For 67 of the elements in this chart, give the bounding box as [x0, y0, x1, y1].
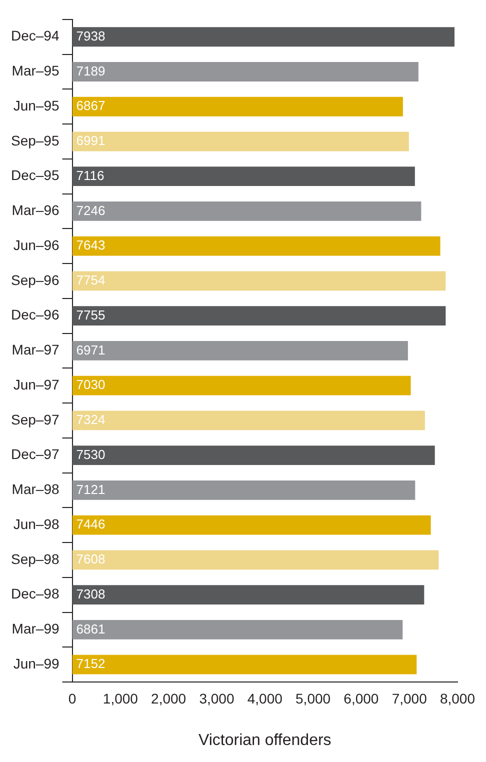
bar — [72, 376, 411, 396]
data-label: 6971 — [76, 342, 106, 358]
bar — [72, 27, 454, 47]
data-label: 7246 — [76, 202, 106, 218]
bar — [72, 480, 416, 500]
data-label: 7643 — [76, 238, 106, 253]
x-tick-label: 3,000 — [199, 690, 234, 706]
data-label: 7530 — [76, 446, 106, 462]
y-tick-label: Dec–98 — [11, 586, 60, 602]
y-tick-label: Jun–98 — [13, 516, 60, 532]
bar — [72, 340, 408, 360]
bar — [72, 201, 422, 221]
data-label: 6861 — [76, 621, 106, 636]
x-tick-label: 2,000 — [151, 690, 186, 706]
x-tick-label: 4,000 — [247, 690, 283, 706]
bar — [72, 515, 431, 535]
data-label: 7446 — [76, 516, 106, 532]
data-label: 7308 — [76, 586, 106, 602]
y-tick-label: Jun–95 — [13, 97, 60, 114]
data-label: 7189 — [76, 63, 106, 78]
y-tick-label: Sep–97 — [10, 411, 60, 428]
y-tick-label: Sep–96 — [10, 272, 60, 288]
y-tick-label: Dec–95 — [11, 167, 60, 184]
y-tick-label: Sep–95 — [10, 132, 60, 148]
data-label: 7938 — [76, 28, 106, 44]
data-label: 7116 — [76, 168, 104, 183]
y-tick-label: Mar–98 — [12, 481, 60, 498]
bar — [72, 96, 403, 116]
y-tick-label: Jun–96 — [13, 236, 60, 253]
x-tick-label: 5,000 — [296, 690, 331, 706]
bar — [72, 271, 446, 291]
bar — [72, 306, 446, 326]
bar — [72, 410, 425, 430]
x-tick-label: 6,000 — [344, 690, 379, 706]
x-axis-title: Victorian offenders — [198, 732, 332, 749]
x-tick-label: 1,000 — [102, 690, 138, 706]
bar — [72, 585, 424, 605]
y-tick-label: Jun–97 — [13, 376, 60, 392]
bar — [72, 236, 440, 256]
y-tick-label: Jun–99 — [13, 655, 60, 672]
data-label: 7608 — [76, 552, 106, 567]
y-tick-label: Sep–98 — [10, 550, 60, 567]
data-label: 7152 — [76, 656, 106, 672]
x-tick-label: 7,000 — [392, 690, 428, 706]
y-tick-label: Mar–96 — [12, 202, 60, 218]
data-label: 6991 — [76, 133, 106, 148]
data-label: 7754 — [76, 272, 106, 288]
data-label: 6867 — [76, 98, 106, 114]
x-tick-label: 0 — [68, 690, 76, 706]
bar — [72, 550, 439, 570]
data-label: 7324 — [76, 412, 106, 428]
bar — [72, 132, 409, 152]
data-label: 7030 — [76, 377, 106, 392]
y-tick-label: Mar–95 — [12, 62, 60, 79]
bar — [72, 620, 403, 640]
x-tick-label: 8,000 — [440, 690, 476, 706]
y-tick-label: Mar–97 — [12, 342, 60, 358]
y-tick-label: Dec–96 — [11, 306, 60, 323]
y-tick-label: Mar–99 — [12, 620, 60, 637]
data-label: 7755 — [76, 307, 106, 322]
y-tick-label: Dec–94 — [11, 28, 60, 44]
bar — [72, 654, 417, 674]
bar — [72, 446, 435, 466]
data-label: 7121 — [76, 482, 106, 497]
bar — [72, 166, 415, 186]
bar — [72, 62, 418, 82]
y-tick-label: Dec–97 — [11, 446, 60, 462]
